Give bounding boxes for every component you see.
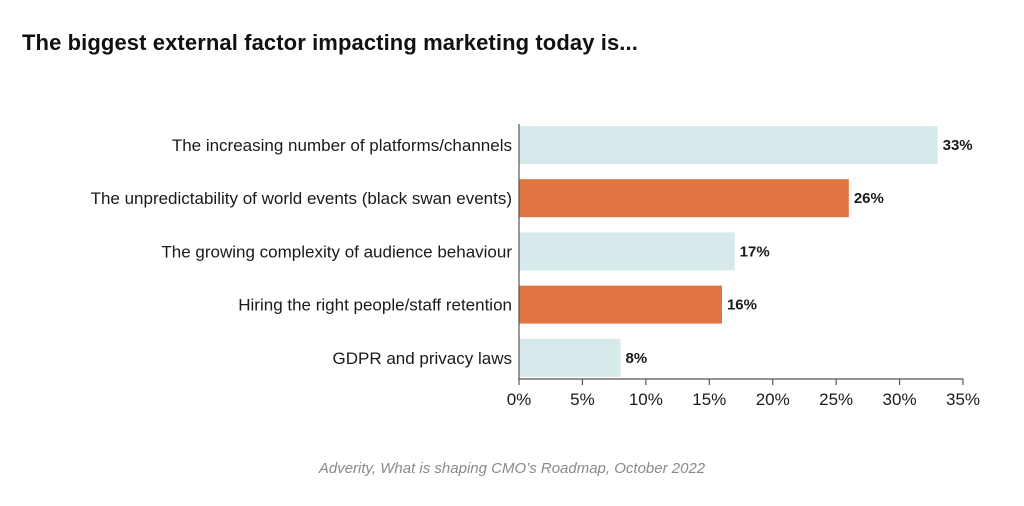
source-caption: Adverity, What is shaping CMO’s Roadmap,…	[318, 460, 706, 477]
x-tick-label-8: 35%	[946, 390, 980, 409]
x-tick-label-6: 25%	[819, 390, 853, 409]
category-label-1: The increasing number of platforms/chann…	[172, 136, 512, 155]
value-label-5: 8%	[625, 350, 647, 367]
category-label-2: The unpredictability of world events (bl…	[91, 189, 512, 208]
bar-5	[519, 338, 621, 377]
bars-layer	[519, 126, 938, 377]
chart-title: The biggest external factor impacting ma…	[22, 30, 638, 55]
category-label-4: Hiring the right people/staff retention	[238, 296, 512, 315]
bar-3	[519, 232, 735, 271]
x-axis: 0% 5% 10% 15% 20% 25% 30% 35%	[507, 124, 980, 409]
value-label-1: 33%	[943, 137, 973, 154]
category-labels-layer: The increasing number of platforms/chann…	[91, 136, 513, 368]
value-label-3: 17%	[740, 243, 770, 260]
x-tick-label-3: 10%	[629, 390, 663, 409]
x-tick-label-1: 0%	[507, 390, 532, 409]
bar-1	[519, 126, 938, 164]
x-tick-label-2: 5%	[570, 390, 595, 409]
category-label-5: GDPR and privacy laws	[332, 349, 512, 368]
bar-4	[519, 285, 722, 324]
x-tick-label-5: 20%	[756, 390, 790, 409]
category-label-3: The growing complexity of audience behav…	[161, 242, 512, 261]
value-label-4: 16%	[727, 297, 757, 314]
value-labels-layer: 33% 26% 17% 16% 8%	[625, 137, 972, 367]
x-tick-label-7: 30%	[883, 390, 917, 409]
bar-2	[519, 179, 849, 218]
x-tick-label-4: 15%	[692, 390, 726, 409]
value-label-2: 26%	[854, 190, 884, 207]
